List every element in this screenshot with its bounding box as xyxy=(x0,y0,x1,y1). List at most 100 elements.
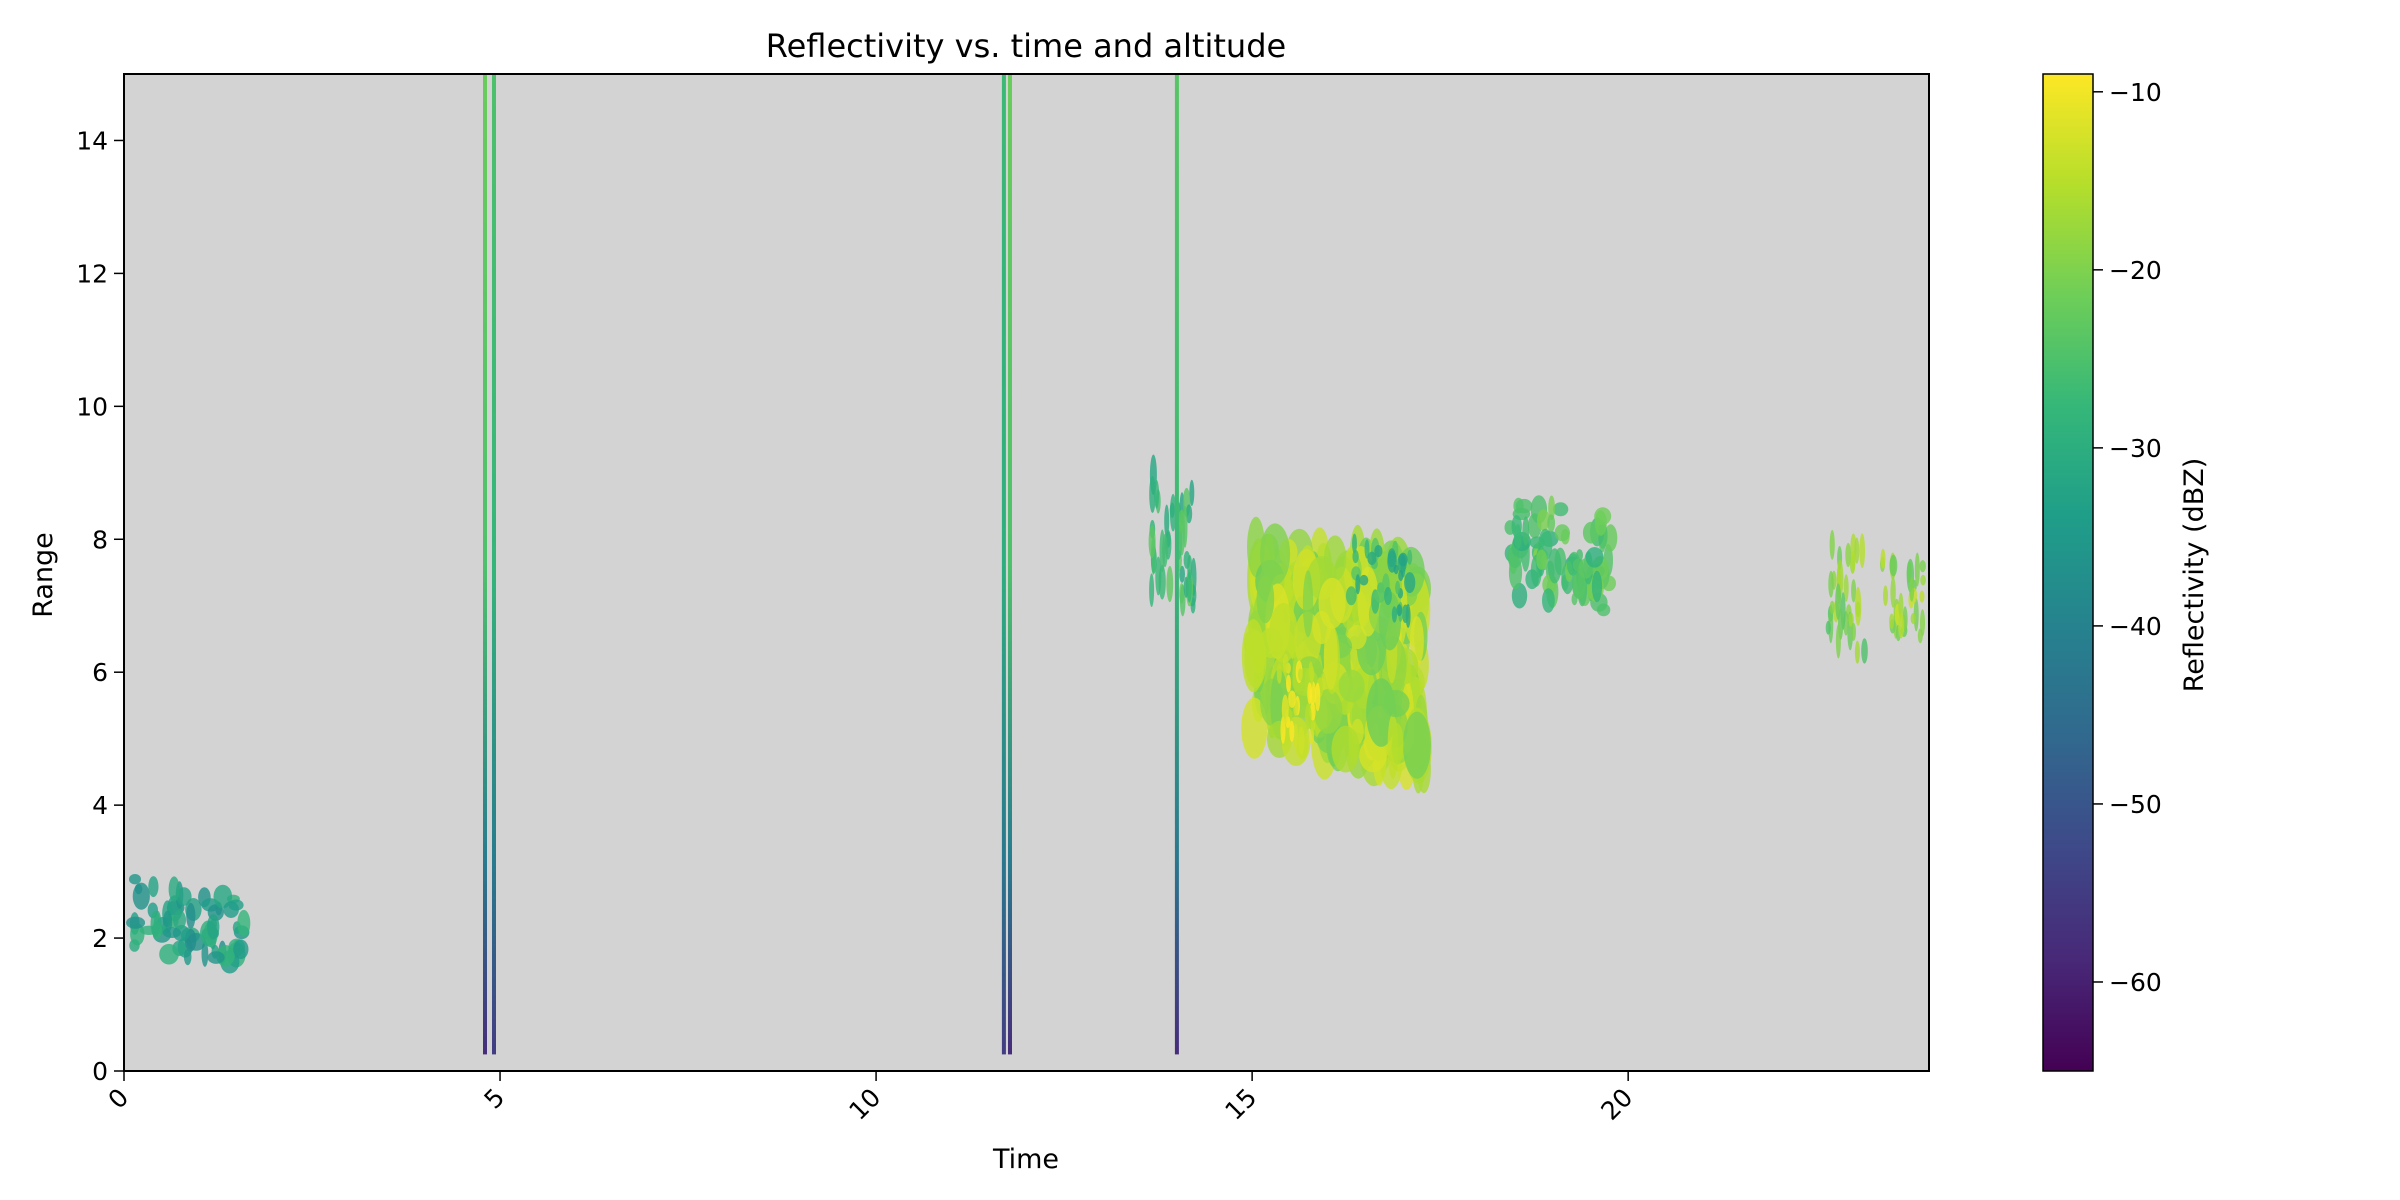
echo-pixel xyxy=(1169,493,1177,532)
echo-pixel xyxy=(1854,640,1860,664)
echo-pixel xyxy=(1396,604,1403,617)
echo-pixel xyxy=(1323,623,1338,690)
echo-pixel xyxy=(1298,726,1305,755)
colorbar xyxy=(2042,73,2094,1072)
echo-pixel xyxy=(1297,668,1303,681)
echo-pixel xyxy=(129,874,141,885)
echo-pixel xyxy=(1293,723,1299,749)
echo-pixel xyxy=(1282,653,1289,673)
echo-pixel xyxy=(1854,537,1860,564)
vertical-streak xyxy=(1001,74,1006,1055)
colorbar-tick-label: −20 xyxy=(2109,256,2162,285)
echo-pixel xyxy=(168,876,180,902)
echo-pixel xyxy=(1889,554,1898,577)
echo-pixel xyxy=(1594,510,1607,536)
echo-pixel xyxy=(1825,620,1831,635)
y-tick-label: 12 xyxy=(76,259,108,288)
plot-area xyxy=(126,74,1926,1055)
echo-pixel xyxy=(183,948,192,966)
echo-pixel xyxy=(1164,504,1170,539)
echo-pixel xyxy=(1244,630,1267,688)
echo-pixel xyxy=(1359,574,1369,586)
echo-pixel xyxy=(1906,561,1912,583)
y-tick-label: 4 xyxy=(92,791,108,820)
echo-pixel xyxy=(132,882,150,910)
colorbar-tick-label: −50 xyxy=(2109,790,2162,819)
echo-pixel xyxy=(1591,570,1603,603)
echo-pixel xyxy=(1149,475,1156,513)
echo-pixel xyxy=(1508,555,1523,590)
echo-pixel xyxy=(1155,556,1162,596)
echo-pixel xyxy=(1310,720,1316,732)
colorbar-tick-label: −40 xyxy=(2109,612,2162,641)
echo-pixel xyxy=(1880,548,1886,569)
echo-pixel xyxy=(1835,624,1841,659)
echo-pixel xyxy=(1514,524,1522,550)
echo-pixel xyxy=(1374,588,1386,603)
echo-pixel xyxy=(1537,509,1550,531)
vertical-streak xyxy=(492,74,496,1055)
x-tick-label: 20 xyxy=(1595,1083,1638,1126)
echo-pixel xyxy=(1289,720,1295,743)
echo-pixel xyxy=(1843,574,1849,602)
echo-pixel xyxy=(237,909,251,937)
echo-pixel xyxy=(1309,665,1315,683)
echo-pixel xyxy=(1851,622,1856,641)
echo-pixel xyxy=(1305,703,1312,730)
echo-pixel xyxy=(1861,638,1868,664)
echo-pixel xyxy=(1288,690,1296,708)
echo-pixel xyxy=(1585,547,1604,568)
echo-pixel xyxy=(1382,690,1410,718)
echo-pixel xyxy=(148,876,159,898)
echo-pixel xyxy=(1554,524,1571,542)
vertical-streak xyxy=(1008,74,1012,1055)
echo-pixel xyxy=(1845,542,1852,568)
echo-pixel xyxy=(1909,576,1915,602)
echo-pixel xyxy=(1883,585,1888,606)
echo-pixel xyxy=(1384,586,1392,606)
echo-pixel xyxy=(1179,565,1185,583)
echo-cell-4 xyxy=(1345,533,1416,628)
y-tick-label: 6 xyxy=(92,658,108,687)
x-tick-label: 5 xyxy=(479,1083,511,1115)
echo-pixel xyxy=(1186,571,1192,603)
echo-pixel xyxy=(1919,590,1925,603)
echo-pixel xyxy=(1148,525,1156,559)
echo-pixel xyxy=(1276,663,1282,684)
echo-pixel xyxy=(162,927,181,938)
echo-pixel xyxy=(1154,480,1160,509)
echo-pixel xyxy=(1829,600,1835,614)
echo-pixel xyxy=(1189,479,1195,506)
echo-pixel xyxy=(1318,577,1346,629)
echo-pixel xyxy=(1548,495,1555,521)
x-tick-label: 10 xyxy=(843,1083,886,1126)
echo-pixel xyxy=(1260,523,1291,585)
x-tick-label: 0 xyxy=(102,1083,134,1115)
echo-pixel xyxy=(1920,574,1926,586)
echo-pixel xyxy=(1352,549,1359,564)
echo-pixel xyxy=(1256,575,1275,624)
echo-pixel xyxy=(1898,613,1905,639)
echo-pixel xyxy=(1367,551,1377,565)
colorbar-label: Reflectivity (dBZ) xyxy=(2179,458,2210,693)
echo-pixel xyxy=(176,887,192,906)
echo-pixel xyxy=(1331,725,1360,773)
echo-pixel xyxy=(1529,536,1545,549)
echo-pixel xyxy=(1314,682,1321,712)
echo-pixel xyxy=(1247,516,1265,578)
echo-pixel xyxy=(1898,592,1904,619)
echo-pixel xyxy=(1355,574,1361,595)
colorbar-tick-label: −60 xyxy=(2109,968,2162,997)
echo-pixel xyxy=(173,910,186,930)
echo-cell-1 xyxy=(1148,454,1197,617)
vertical-streak xyxy=(1174,74,1179,1055)
echo-pixel xyxy=(1391,606,1397,623)
echo-pixel xyxy=(130,923,145,946)
y-axis: 0 2 4 6 8 10 12 14 xyxy=(76,126,124,1086)
echo-pixel xyxy=(1280,716,1286,744)
echo-pixel xyxy=(1542,588,1555,613)
y-tick-label: 0 xyxy=(92,1057,108,1086)
echo-pixel xyxy=(1859,533,1865,569)
echo-pixel xyxy=(1323,535,1347,582)
echo-pixel xyxy=(1286,674,1291,693)
